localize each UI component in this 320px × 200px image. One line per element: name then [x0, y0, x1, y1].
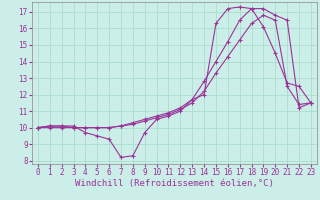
X-axis label: Windchill (Refroidissement éolien,°C): Windchill (Refroidissement éolien,°C): [75, 179, 274, 188]
